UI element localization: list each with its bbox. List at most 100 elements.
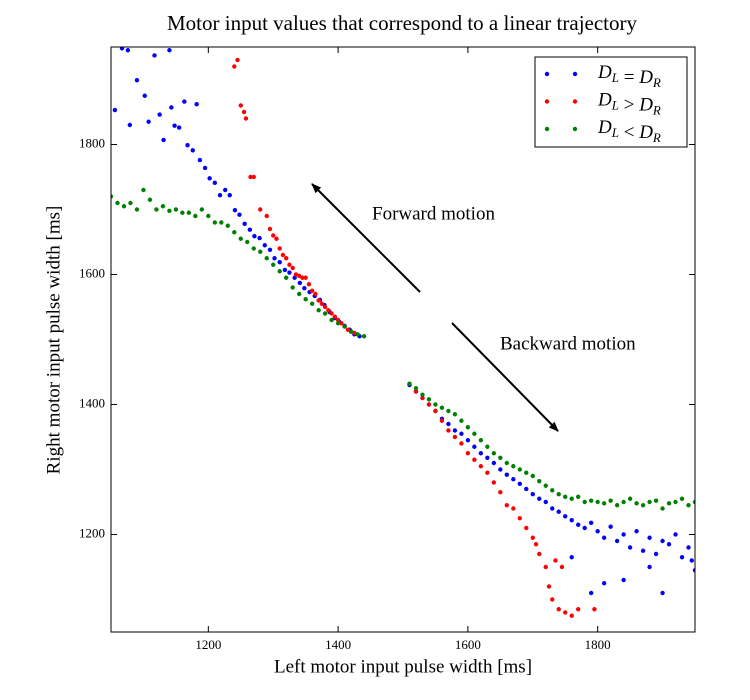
point — [640, 503, 646, 508]
point — [679, 555, 685, 560]
point — [569, 555, 574, 560]
point — [517, 467, 522, 472]
point — [160, 204, 166, 209]
legend-label: DL < DR — [597, 117, 661, 145]
point — [533, 542, 539, 547]
point — [614, 503, 620, 508]
point — [627, 496, 633, 501]
point — [452, 428, 458, 433]
point — [407, 381, 412, 386]
point — [154, 207, 159, 212]
point — [653, 498, 659, 503]
ticks: 1200 1400 1600 1800 1200 1400 1600 1800 — [79, 47, 695, 652]
point — [152, 53, 157, 58]
point — [302, 285, 307, 291]
point — [309, 301, 315, 306]
point — [621, 577, 626, 583]
point — [277, 259, 282, 265]
point — [524, 525, 529, 531]
legend-marker — [572, 126, 578, 132]
point — [267, 226, 273, 232]
point — [582, 525, 587, 531]
point — [524, 470, 529, 475]
point — [242, 221, 247, 226]
point — [248, 174, 253, 180]
point — [559, 564, 565, 570]
point — [335, 317, 341, 323]
point — [115, 200, 120, 206]
legend-marker — [572, 99, 578, 104]
point — [225, 223, 230, 228]
point — [588, 520, 594, 525]
point — [530, 473, 535, 479]
point — [614, 538, 620, 544]
point — [258, 249, 263, 254]
point — [569, 518, 574, 523]
point — [634, 501, 639, 506]
point — [556, 492, 561, 497]
point — [459, 441, 464, 446]
point — [141, 187, 146, 193]
point — [563, 494, 568, 499]
point — [232, 230, 237, 235]
point — [147, 197, 153, 202]
point — [550, 597, 555, 602]
point — [180, 210, 185, 215]
point — [592, 607, 597, 612]
point — [297, 280, 303, 286]
point — [595, 499, 600, 505]
point — [219, 220, 224, 225]
point — [193, 213, 198, 219]
backward-arrow — [451, 322, 559, 432]
point — [322, 304, 328, 310]
point — [673, 499, 678, 505]
point — [232, 207, 238, 213]
point — [679, 496, 685, 501]
point — [329, 311, 334, 316]
point — [251, 174, 256, 180]
point — [284, 256, 289, 261]
point — [121, 204, 127, 209]
point — [485, 455, 490, 460]
point — [329, 317, 334, 323]
point — [543, 483, 548, 488]
point — [185, 142, 190, 148]
point — [647, 564, 652, 570]
point — [439, 405, 445, 410]
point — [199, 207, 205, 212]
point — [290, 285, 295, 290]
point — [478, 464, 484, 469]
x-tick-label: 1200 — [195, 637, 221, 652]
point — [247, 227, 253, 232]
point — [303, 297, 308, 302]
point — [267, 247, 273, 252]
point — [277, 269, 282, 274]
point — [537, 551, 542, 557]
point — [348, 329, 354, 334]
point — [361, 334, 367, 339]
points — [111, 47, 695, 618]
point — [640, 548, 646, 553]
point — [306, 282, 312, 287]
point — [452, 434, 458, 440]
point — [517, 516, 522, 521]
point — [316, 308, 321, 313]
point — [491, 451, 497, 456]
x-tick-label: 1600 — [455, 637, 481, 652]
point — [459, 431, 464, 436]
point — [504, 460, 510, 466]
point — [498, 490, 503, 495]
point — [556, 607, 561, 612]
point — [660, 506, 665, 511]
point — [127, 122, 133, 128]
point — [335, 321, 341, 326]
legend-marker — [544, 99, 550, 104]
point — [601, 501, 607, 506]
point — [511, 477, 516, 482]
point — [576, 494, 581, 499]
point — [692, 499, 695, 505]
point — [172, 123, 177, 128]
x-tick-label: 1400 — [325, 637, 351, 652]
point — [689, 558, 694, 563]
